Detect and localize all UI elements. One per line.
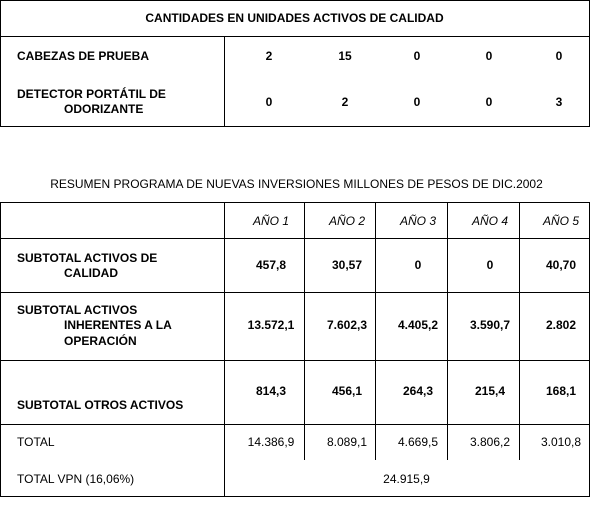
cell: 0: [265, 95, 273, 109]
cell: 215,4: [474, 384, 506, 398]
cell: 3.010,8: [540, 435, 582, 449]
cell: 0: [485, 95, 493, 109]
cell: 14.386,9: [247, 435, 295, 449]
cell: 4.405,2: [397, 318, 439, 332]
cell: 0: [413, 49, 421, 63]
total-vpn-value: 24.915,9: [383, 472, 430, 486]
cell: 2: [341, 95, 349, 109]
row-label-odorant-detector: DETECTOR PORTÁTIL DE: [17, 87, 166, 101]
col-header-year-1: AÑO 1: [252, 214, 289, 228]
col-header-year-3: AÑO 3: [399, 214, 436, 228]
row-label-quality-subtotal: SUBTOTAL ACTIVOS DE: [17, 251, 158, 265]
cell: 7.602,3: [326, 318, 368, 332]
cell: 3.806,2: [469, 435, 511, 449]
cell: 3: [555, 95, 563, 109]
row-label-other-subtotal: SUBTOTAL OTROS ACTIVOS: [17, 398, 184, 412]
cell: 814,3: [255, 384, 287, 398]
cell: 168,1: [545, 384, 577, 398]
cell: 0: [486, 258, 494, 272]
cell: 0: [485, 49, 493, 63]
row-label-odorant-detector-cont: ODORIZANTE: [64, 102, 144, 116]
row-label-operation-subtotal-cont: INHERENTES A LA: [64, 318, 172, 332]
cell: 264,3: [402, 384, 434, 398]
quality-table-title: CANTIDADES EN UNIDADES ACTIVOS DE CALIDA…: [145, 11, 444, 25]
cell: 8.089,1: [326, 435, 368, 449]
cell: 3.590,7: [469, 318, 511, 332]
cell: 40,70: [545, 258, 577, 272]
cell: 456,1: [331, 384, 363, 398]
col-header-year-2: AÑO 2: [328, 214, 365, 228]
row-label-total: TOTAL: [17, 435, 55, 449]
cell: 30,57: [331, 258, 363, 272]
cell: 457,8: [255, 258, 287, 272]
col-header-year-4: AÑO 4: [471, 214, 508, 228]
row-label-operation-subtotal-cont2: OPERACIÓN: [64, 334, 137, 348]
cell: 15: [338, 49, 352, 63]
col-header-year-5: AÑO 5: [542, 214, 579, 228]
cell: 0: [555, 49, 563, 63]
row-label-quality-subtotal-cont: CALIDAD: [64, 266, 118, 280]
cell: 0: [414, 258, 422, 272]
row-label-test-heads: CABEZAS DE PRUEBA: [17, 49, 150, 63]
cell: 4.669,5: [397, 435, 439, 449]
cell: 2: [265, 49, 273, 63]
cell: 2.802: [545, 318, 577, 332]
cell: 0: [413, 95, 421, 109]
row-label-operation-subtotal: SUBTOTAL ACTIVOS: [17, 303, 138, 317]
cell: 13.572,1: [247, 318, 295, 332]
investment-summary-title: RESUMEN PROGRAMA DE NUEVAS INVERSIONES M…: [50, 177, 543, 191]
row-label-total-vpn: TOTAL VPN (16,06%): [17, 472, 135, 486]
